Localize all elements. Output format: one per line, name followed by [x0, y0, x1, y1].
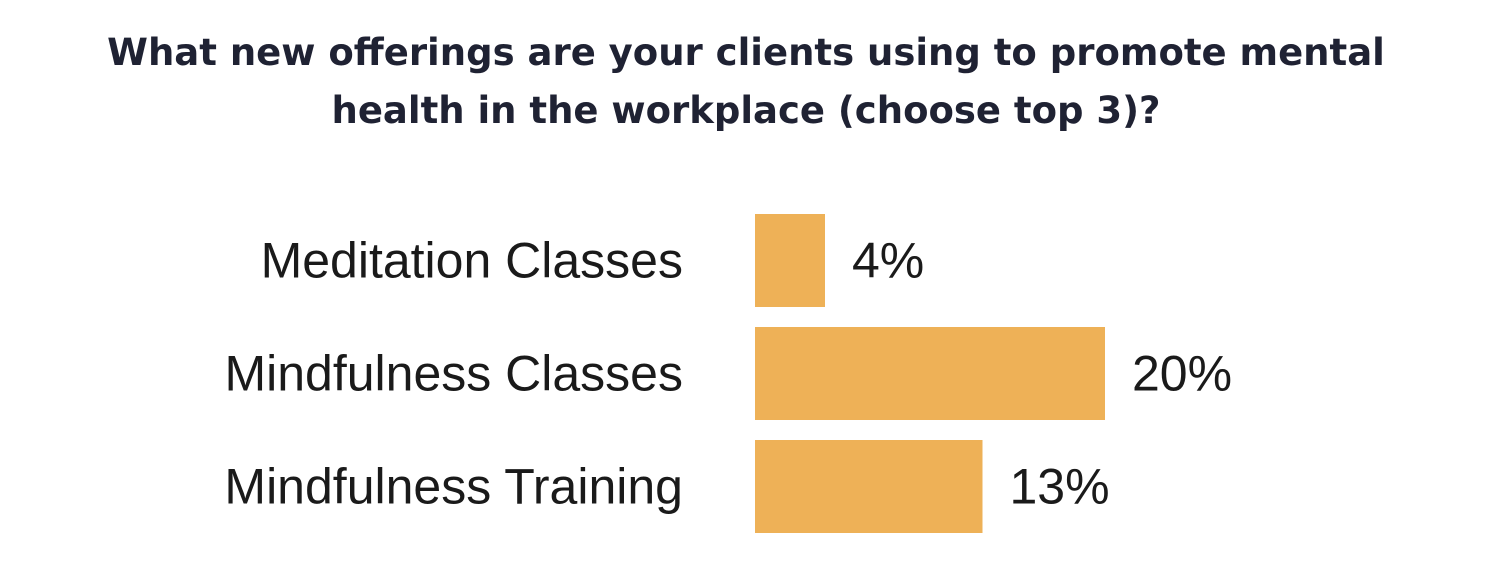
bar — [755, 440, 983, 533]
value-label: 13% — [1010, 459, 1110, 515]
bar — [755, 327, 1105, 420]
chart-title: What new offerings are your clients usin… — [0, 24, 1492, 140]
category-label: Meditation Classes — [261, 233, 683, 289]
category-label: Mindfulness Classes — [224, 346, 683, 402]
bars-layer: Meditation Classes 4% Mindfulness Classes 2… — [224, 214, 1232, 533]
chart-title-line-2: health in the workplace (choose top 3)? — [331, 89, 1161, 132]
category-label: Mindfulness Training — [224, 459, 683, 515]
value-label: 4% — [852, 233, 924, 289]
bar — [755, 214, 825, 307]
value-label: 20% — [1132, 346, 1232, 402]
chart-title-line-1: What new offerings are your clients usin… — [107, 31, 1385, 74]
